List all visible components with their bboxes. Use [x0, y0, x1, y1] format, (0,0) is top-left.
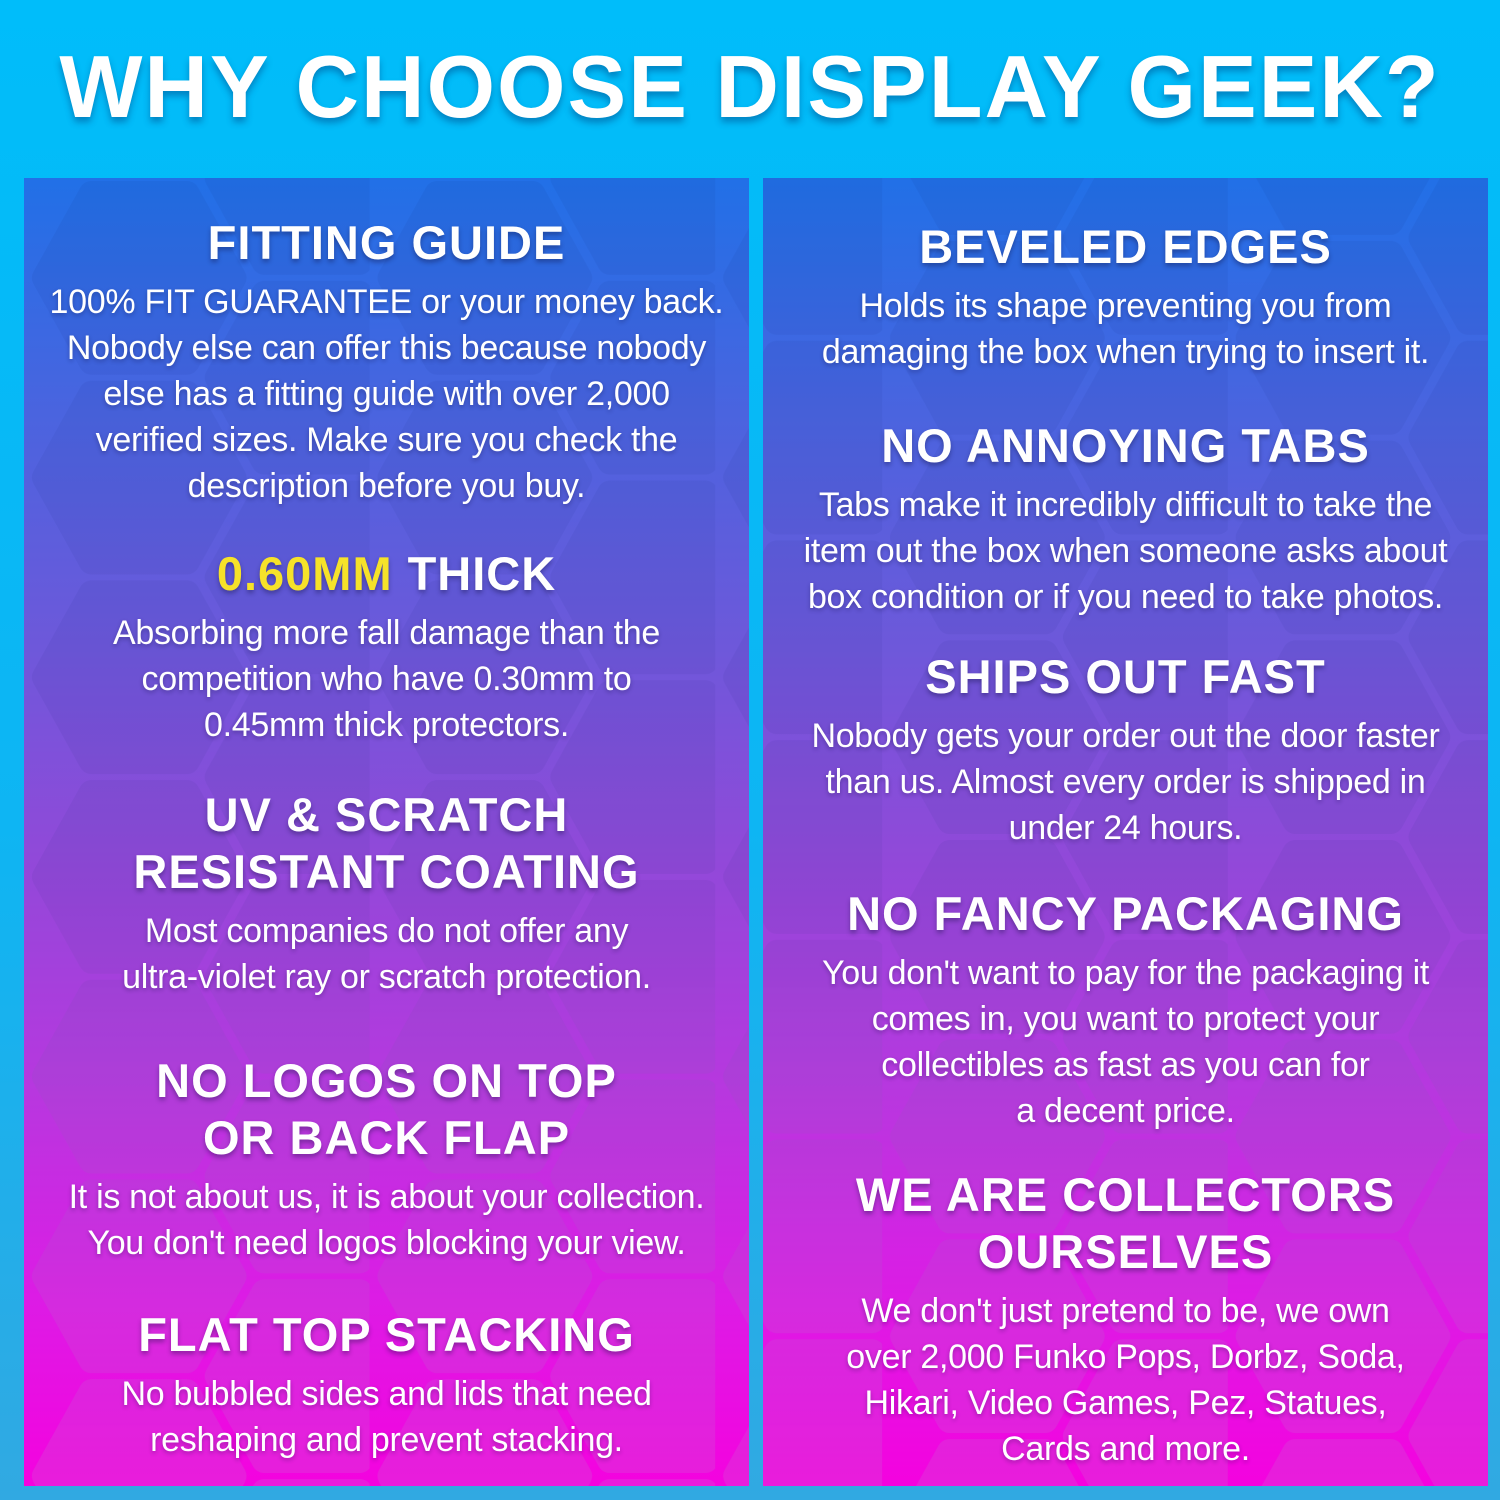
text-line: Absorbing more fall damage than the — [112, 614, 661, 652]
text-line: collectibles as fast as you can for — [881, 1046, 1370, 1084]
text-line: competition who have 0.30mm to — [141, 660, 632, 698]
section-body: Most companies do not offer any ultra-vio… — [38, 908, 735, 1000]
section-heading: BEVELED EDGES — [777, 218, 1474, 275]
text-line: 0.45mm thick protectors. — [203, 706, 570, 744]
section-heading: NO LOGOS ON TOP OR BACK FLAP — [38, 1052, 735, 1166]
section-body: 100% FIT GUARANTEE or your money back. No… — [38, 279, 735, 509]
text-line: Nobody gets your order out the door fast… — [811, 717, 1440, 755]
text-line: FITTING GUIDE — [207, 216, 566, 269]
section-body: Tabs make it incredibly difficult to tak… — [777, 482, 1474, 620]
text-line: OR BACK FLAP — [202, 1111, 571, 1164]
section-body: No bubbled sides and lids that need resha… — [38, 1371, 735, 1463]
section-body: We don't just pretend to be, we own over … — [777, 1288, 1474, 1472]
heading-accent: 0.60MM — [216, 547, 393, 600]
text-line: verified sizes. Make sure you check the — [95, 421, 678, 459]
text-line: SHIPS OUT FAST — [925, 650, 1326, 703]
text-line: a decent price. — [1016, 1092, 1235, 1130]
page-title: WHY CHOOSE DISPLAY GEEK? — [59, 37, 1441, 136]
text-line: FLAT TOP STACKING — [138, 1308, 635, 1361]
section-body: Nobody gets your order out the door fast… — [777, 713, 1474, 851]
text-line: damaging the box when trying to insert i… — [821, 333, 1430, 371]
text-line: RESISTANT COATING — [133, 845, 640, 898]
text-line: You don't need logos blocking your view. — [87, 1224, 686, 1262]
section-body: You don't want to pay for the packaging … — [777, 950, 1474, 1134]
section-heading: NO FANCY PACKAGING — [777, 885, 1474, 942]
feature-columns: FITTING GUIDE 100% FIT GUARANTEE or your… — [24, 178, 1488, 1486]
text-line: Tabs make it incredibly difficult to tak… — [818, 486, 1433, 524]
section-body: Absorbing more fall damage than the compe… — [38, 610, 735, 748]
text-line: You don't want to pay for the packaging … — [822, 954, 1429, 992]
section-heading: UV & SCRATCH RESISTANT COATING — [38, 786, 735, 900]
feature-section: FITTING GUIDE 100% FIT GUARANTEE or your… — [38, 214, 735, 509]
feature-section: WE ARE COLLECTORS OURSELVES We don't just… — [777, 1166, 1474, 1472]
section-body: It is not about us, it is about your col… — [38, 1174, 735, 1266]
text-line: description before you buy. — [187, 467, 586, 505]
section-heading: SHIPS OUT FAST — [777, 648, 1474, 705]
text-line: We don't just pretend to be, we own — [861, 1292, 1390, 1330]
text-line: over 2,000 Funko Pops, Dorbz, Soda, — [846, 1338, 1405, 1376]
feature-section: UV & SCRATCH RESISTANT COATING Most compa… — [38, 786, 735, 1000]
text-line: No bubbled sides and lids that need — [121, 1375, 652, 1413]
text-line: Hikari, Video Games, Pez, Statues, — [864, 1384, 1387, 1422]
text-line: else has a fitting guide with over 2,000 — [103, 375, 670, 413]
feature-section: BEVELED EDGES Holds its shape preventing… — [777, 218, 1474, 375]
text-line: reshaping and prevent stacking. — [150, 1421, 623, 1459]
section-heading: WE ARE COLLECTORS OURSELVES — [777, 1166, 1474, 1280]
text-line: NO FANCY PACKAGING — [847, 887, 1404, 940]
feature-section: SHIPS OUT FAST Nobody gets your order ou… — [777, 648, 1474, 851]
feature-section: 0.60MM THICK Absorbing more fall damage t… — [38, 545, 735, 748]
feature-section: NO ANNOYING TABS Tabs make it incredibly… — [777, 417, 1474, 620]
left-panel-content: FITTING GUIDE 100% FIT GUARANTEE or your… — [24, 178, 749, 1486]
text-line: NO ANNOYING TABS — [881, 419, 1370, 472]
text-line: ultra-violet ray or scratch protection. — [122, 958, 651, 996]
text-line: OURSELVES — [977, 1225, 1274, 1278]
right-panel-content: BEVELED EDGES Holds its shape preventing… — [763, 178, 1488, 1486]
feature-section: NO FANCY PACKAGING You don't want to pay… — [777, 885, 1474, 1134]
section-heading: 0.60MM THICK — [38, 545, 735, 602]
text-line: NO LOGOS ON TOP — [156, 1054, 617, 1107]
text-line: comes in, you want to protect your — [871, 1000, 1380, 1038]
text-line: Most companies do not offer any — [144, 912, 629, 950]
text-line: 100% FIT GUARANTEE or your money back. — [49, 283, 724, 321]
text-line: BEVELED EDGES — [919, 220, 1332, 273]
text-line: Nobody else can offer this because nobod… — [66, 329, 707, 367]
text-line: under 24 hours. — [1008, 809, 1243, 847]
text-line: It is not about us, it is about your col… — [68, 1178, 705, 1216]
text-line: WE ARE COLLECTORS — [855, 1168, 1396, 1221]
feature-section: NO LOGOS ON TOP OR BACK FLAP It is not ab… — [38, 1052, 735, 1266]
text-line: Holds its shape preventing you from — [859, 287, 1392, 325]
section-heading: FITTING GUIDE — [38, 214, 735, 271]
text-line: Cards and more. — [1001, 1430, 1250, 1468]
text-line: than us. Almost every order is shipped i… — [825, 763, 1426, 801]
section-heading: FLAT TOP STACKING — [38, 1306, 735, 1363]
heading-rest: THICK — [407, 547, 557, 600]
text-line: UV & SCRATCH — [204, 788, 569, 841]
section-body: Holds its shape preventing you from damag… — [777, 283, 1474, 375]
left-panel: FITTING GUIDE 100% FIT GUARANTEE or your… — [24, 178, 749, 1486]
text-line: item out the box when someone asks about — [803, 532, 1448, 570]
feature-section: FLAT TOP STACKING No bubbled sides and l… — [38, 1306, 735, 1463]
section-heading: NO ANNOYING TABS — [777, 417, 1474, 474]
text-line: box condition or if you need to take pho… — [807, 578, 1444, 616]
right-panel: BEVELED EDGES Holds its shape preventing… — [763, 178, 1488, 1486]
